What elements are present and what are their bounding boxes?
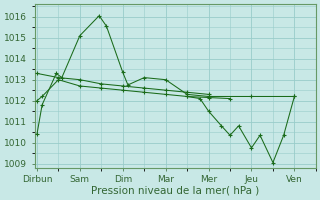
X-axis label: Pression niveau de la mer( hPa ): Pression niveau de la mer( hPa ) xyxy=(91,186,260,196)
